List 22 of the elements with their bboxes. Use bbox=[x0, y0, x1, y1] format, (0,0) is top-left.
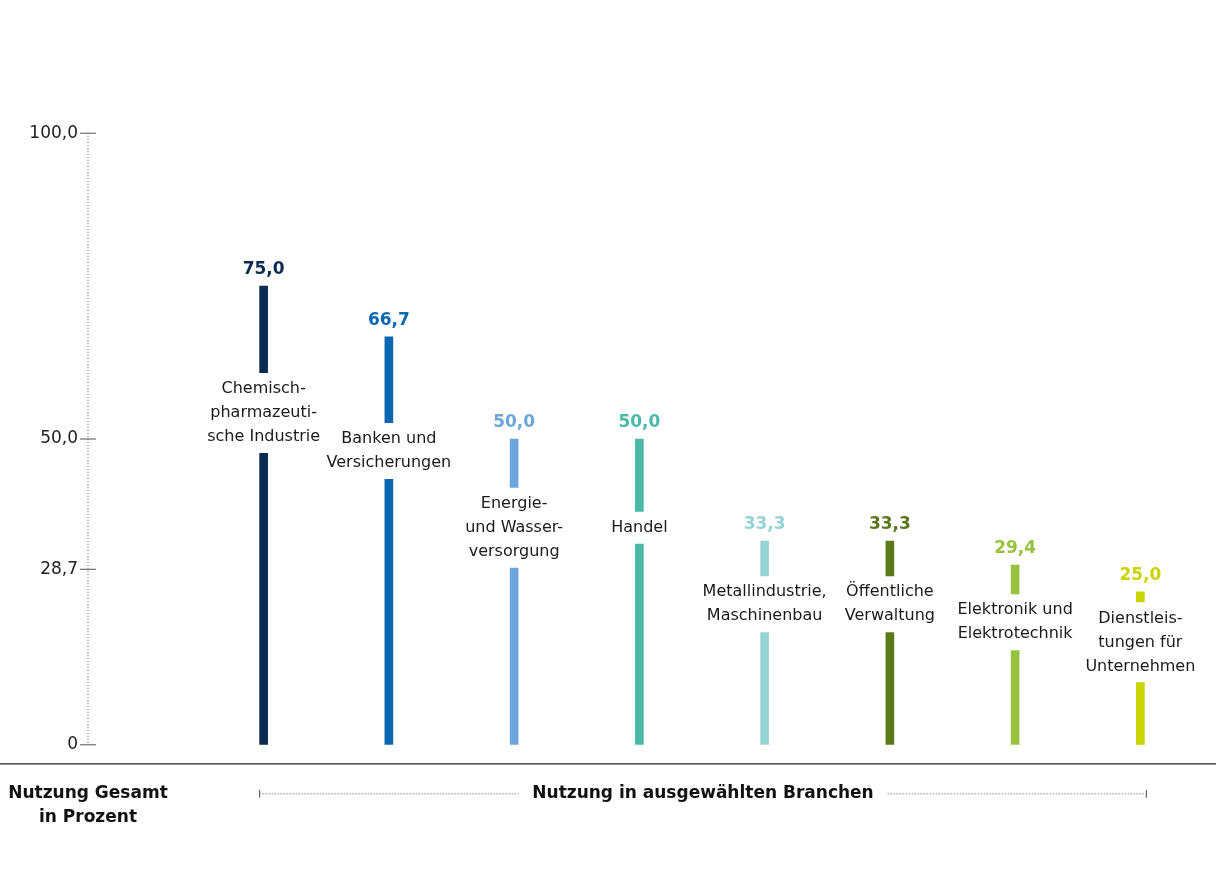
x-tick-label: Öffentliche Verwaltung bbox=[844, 581, 935, 625]
data-label: 29,4 bbox=[994, 536, 1037, 557]
y-tick-label: 100,0 bbox=[29, 121, 78, 142]
x-tick-label: Elektronik und Elektrotechnik bbox=[957, 599, 1074, 643]
data-label: 33,3 bbox=[743, 513, 786, 534]
data-label: 50,0 bbox=[493, 410, 536, 431]
y-tick-label: 50,0 bbox=[40, 427, 78, 448]
x-tick-label: Energie- und Wasser- versorgung bbox=[465, 492, 564, 560]
x-tick-label: Handel bbox=[611, 516, 668, 536]
x-tick-label: Metallindustrie, Maschinenbau bbox=[702, 581, 827, 625]
data-label: 25,0 bbox=[1119, 563, 1162, 584]
y-tick-label: 0 bbox=[67, 733, 78, 754]
y-tick-label: 28,7 bbox=[40, 557, 78, 578]
text: Nutzung Gesamt in Prozent bbox=[8, 782, 168, 827]
data-label: 75,0 bbox=[242, 258, 285, 279]
data-label: 50,0 bbox=[618, 410, 661, 431]
x-tick-label: Dienstleis- tungen für Unternehmen bbox=[1085, 607, 1196, 675]
data-label: 33,3 bbox=[868, 513, 911, 534]
x-axis-title: Nutzung in ausgewählten Branchen bbox=[532, 782, 874, 803]
data-label: 66,7 bbox=[367, 308, 410, 329]
x-tick-label: Banken und Versicherungen bbox=[326, 428, 452, 472]
x-tick-label: Chemisch- pharmazeuti- sche Industrie bbox=[207, 378, 321, 446]
